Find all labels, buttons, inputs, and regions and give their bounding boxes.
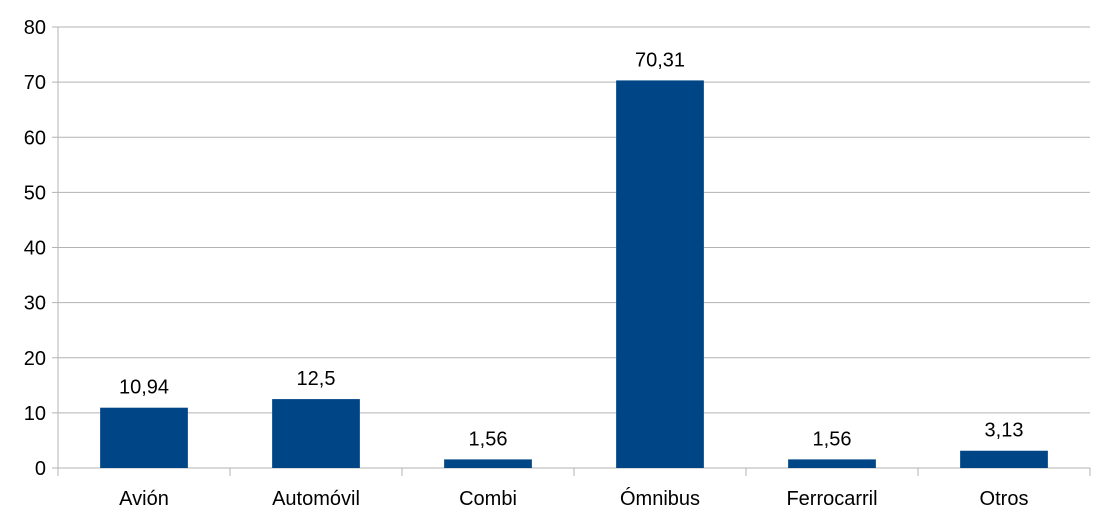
y-tick-label: 50 [24,182,46,204]
y-tick-label: 60 [24,127,46,149]
data-label: 12,5 [297,368,336,390]
bars [100,80,1048,468]
bar-0 [100,407,188,468]
y-tick-label: 40 [24,238,46,260]
x-category-label: Ómnibus [620,487,700,510]
y-tick-label: 20 [24,348,46,370]
data-label: 70,31 [635,49,685,71]
data-label: 3,13 [985,420,1024,442]
y-tick-label: 70 [24,72,46,94]
x-category-label: Automóvil [272,488,360,510]
bar-5 [960,450,1048,468]
x-category-label: Ferrocarril [786,488,877,510]
y-tick-label: 80 [24,17,46,39]
x-category-label: Otros [980,488,1029,510]
y-tick-label: 10 [24,403,46,425]
data-label: 1,56 [469,428,508,450]
y-tick-label: 30 [24,293,46,315]
gridlines [58,26,1090,469]
labels: 0 10 20 30 40 50 60 70 80 10,94 Avión 12,5 Automóvil… [24,17,1029,510]
data-label: 10,94 [119,377,169,399]
bar-1 [272,399,360,468]
bar-3 [616,80,704,468]
axes [52,26,1091,476]
x-category-label: Combi [459,488,517,510]
data-label: 1,56 [813,428,852,450]
bar-2 [444,459,532,468]
y-tick-label: 0 [35,458,46,480]
x-category-label: Avión [119,488,169,510]
bar-4 [788,459,876,468]
